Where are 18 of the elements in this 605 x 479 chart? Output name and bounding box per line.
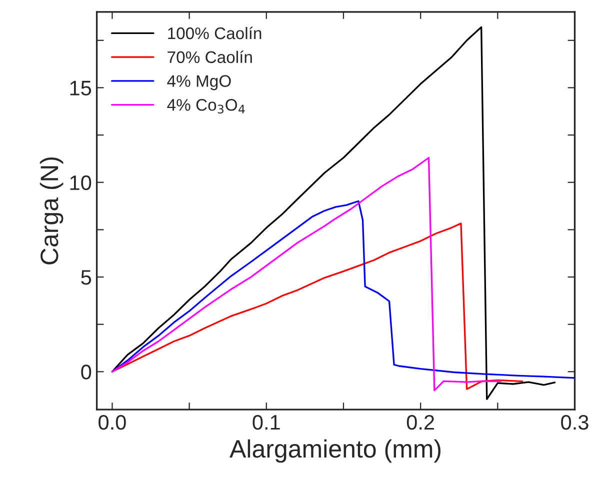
- y-tick-label: 10: [70, 175, 92, 190]
- x-axis-title: Alargamiento (mm): [230, 439, 441, 463]
- legend-label: 70% Caolín: [168, 50, 252, 64]
- line-series: [111, 222, 524, 390]
- x-tick-label: 0.0: [98, 414, 126, 430]
- line-series: [111, 156, 502, 392]
- x-tick-label: 0.2: [406, 414, 434, 430]
- legend-label: 100% Caolín: [168, 26, 262, 40]
- y-tick-label: 0: [81, 364, 92, 380]
- x-tick-label: 0.3: [561, 414, 588, 430]
- line-series: [111, 26, 556, 400]
- x-tick-label: 0.1: [252, 414, 280, 430]
- y-tick-label: 5: [81, 270, 92, 285]
- legend-label: 4% MgO: [167, 75, 231, 90]
- y-axis-title: Carga (N): [40, 157, 64, 264]
- line-series: [111, 200, 575, 379]
- y-tick-label: 15: [70, 80, 92, 96]
- legend-label: 4% Co$_{3}$O$_{4}$: [167, 98, 245, 114]
